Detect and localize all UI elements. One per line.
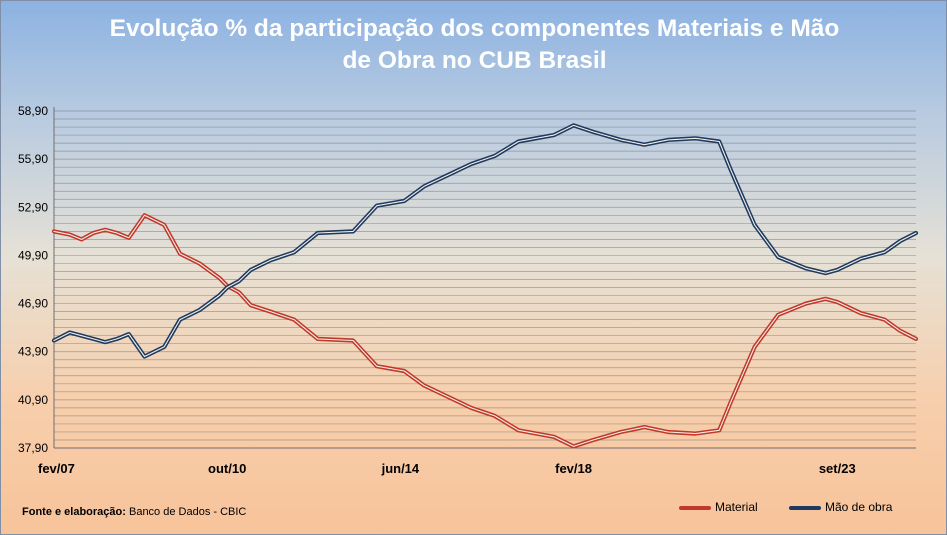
y-tick-label: 58,90 xyxy=(18,104,48,118)
y-tick-label: 52,90 xyxy=(18,200,48,214)
series-line-mao-de-obra xyxy=(51,123,919,359)
source-note: Fonte e elaboração: Banco de Dados - CBI… xyxy=(22,506,246,518)
y-tick-label: 40,90 xyxy=(18,393,48,407)
series-lines xyxy=(51,123,919,449)
y-tick-label: 55,90 xyxy=(18,152,48,166)
chart-title: Evolução % da participação dos component… xyxy=(1,13,947,77)
y-axis-tick-labels: 37,90 40,90 43,90 46,90 49,90 52,90 55,90 58,90 xyxy=(18,104,48,455)
x-tick-label: out/10 xyxy=(208,461,246,476)
x-tick-label: fev/18 xyxy=(555,461,592,476)
y-tick-label: 37,90 xyxy=(18,441,48,455)
x-axis-tick-labels: fev/07 out/10 jun/14 fev/18 set/23 xyxy=(38,461,856,476)
source-label: Fonte e elaboração: xyxy=(22,506,126,518)
legend-swatch-material xyxy=(679,506,711,510)
series-mao-de-obra xyxy=(51,123,919,359)
x-tick-label: set/23 xyxy=(819,461,856,476)
legend-label-mao-de-obra: Mão de obra xyxy=(825,500,893,514)
y-tick-label: 46,90 xyxy=(18,297,48,311)
x-tick-label: fev/07 xyxy=(38,461,75,476)
series-line-highlight-material xyxy=(53,214,917,447)
chart-title-line-2: de Obra no CUB Brasil xyxy=(342,47,607,74)
axes xyxy=(53,107,916,449)
grid-lines xyxy=(54,110,916,449)
series-line-highlight-mao-de-obra xyxy=(53,124,917,358)
series-material xyxy=(51,213,919,449)
y-tick-label: 49,90 xyxy=(18,248,48,262)
x-tick-label: jun/14 xyxy=(381,461,420,476)
legend-label-material: Material xyxy=(715,500,758,514)
y-tick-label: 43,90 xyxy=(18,345,48,359)
chart-title-line-1: Evolução % da participação dos component… xyxy=(109,15,840,42)
legend-swatch-mao-de-obra xyxy=(789,506,821,510)
source-text: Banco de Dados - CBIC xyxy=(128,506,247,518)
series-line-material xyxy=(51,213,919,449)
